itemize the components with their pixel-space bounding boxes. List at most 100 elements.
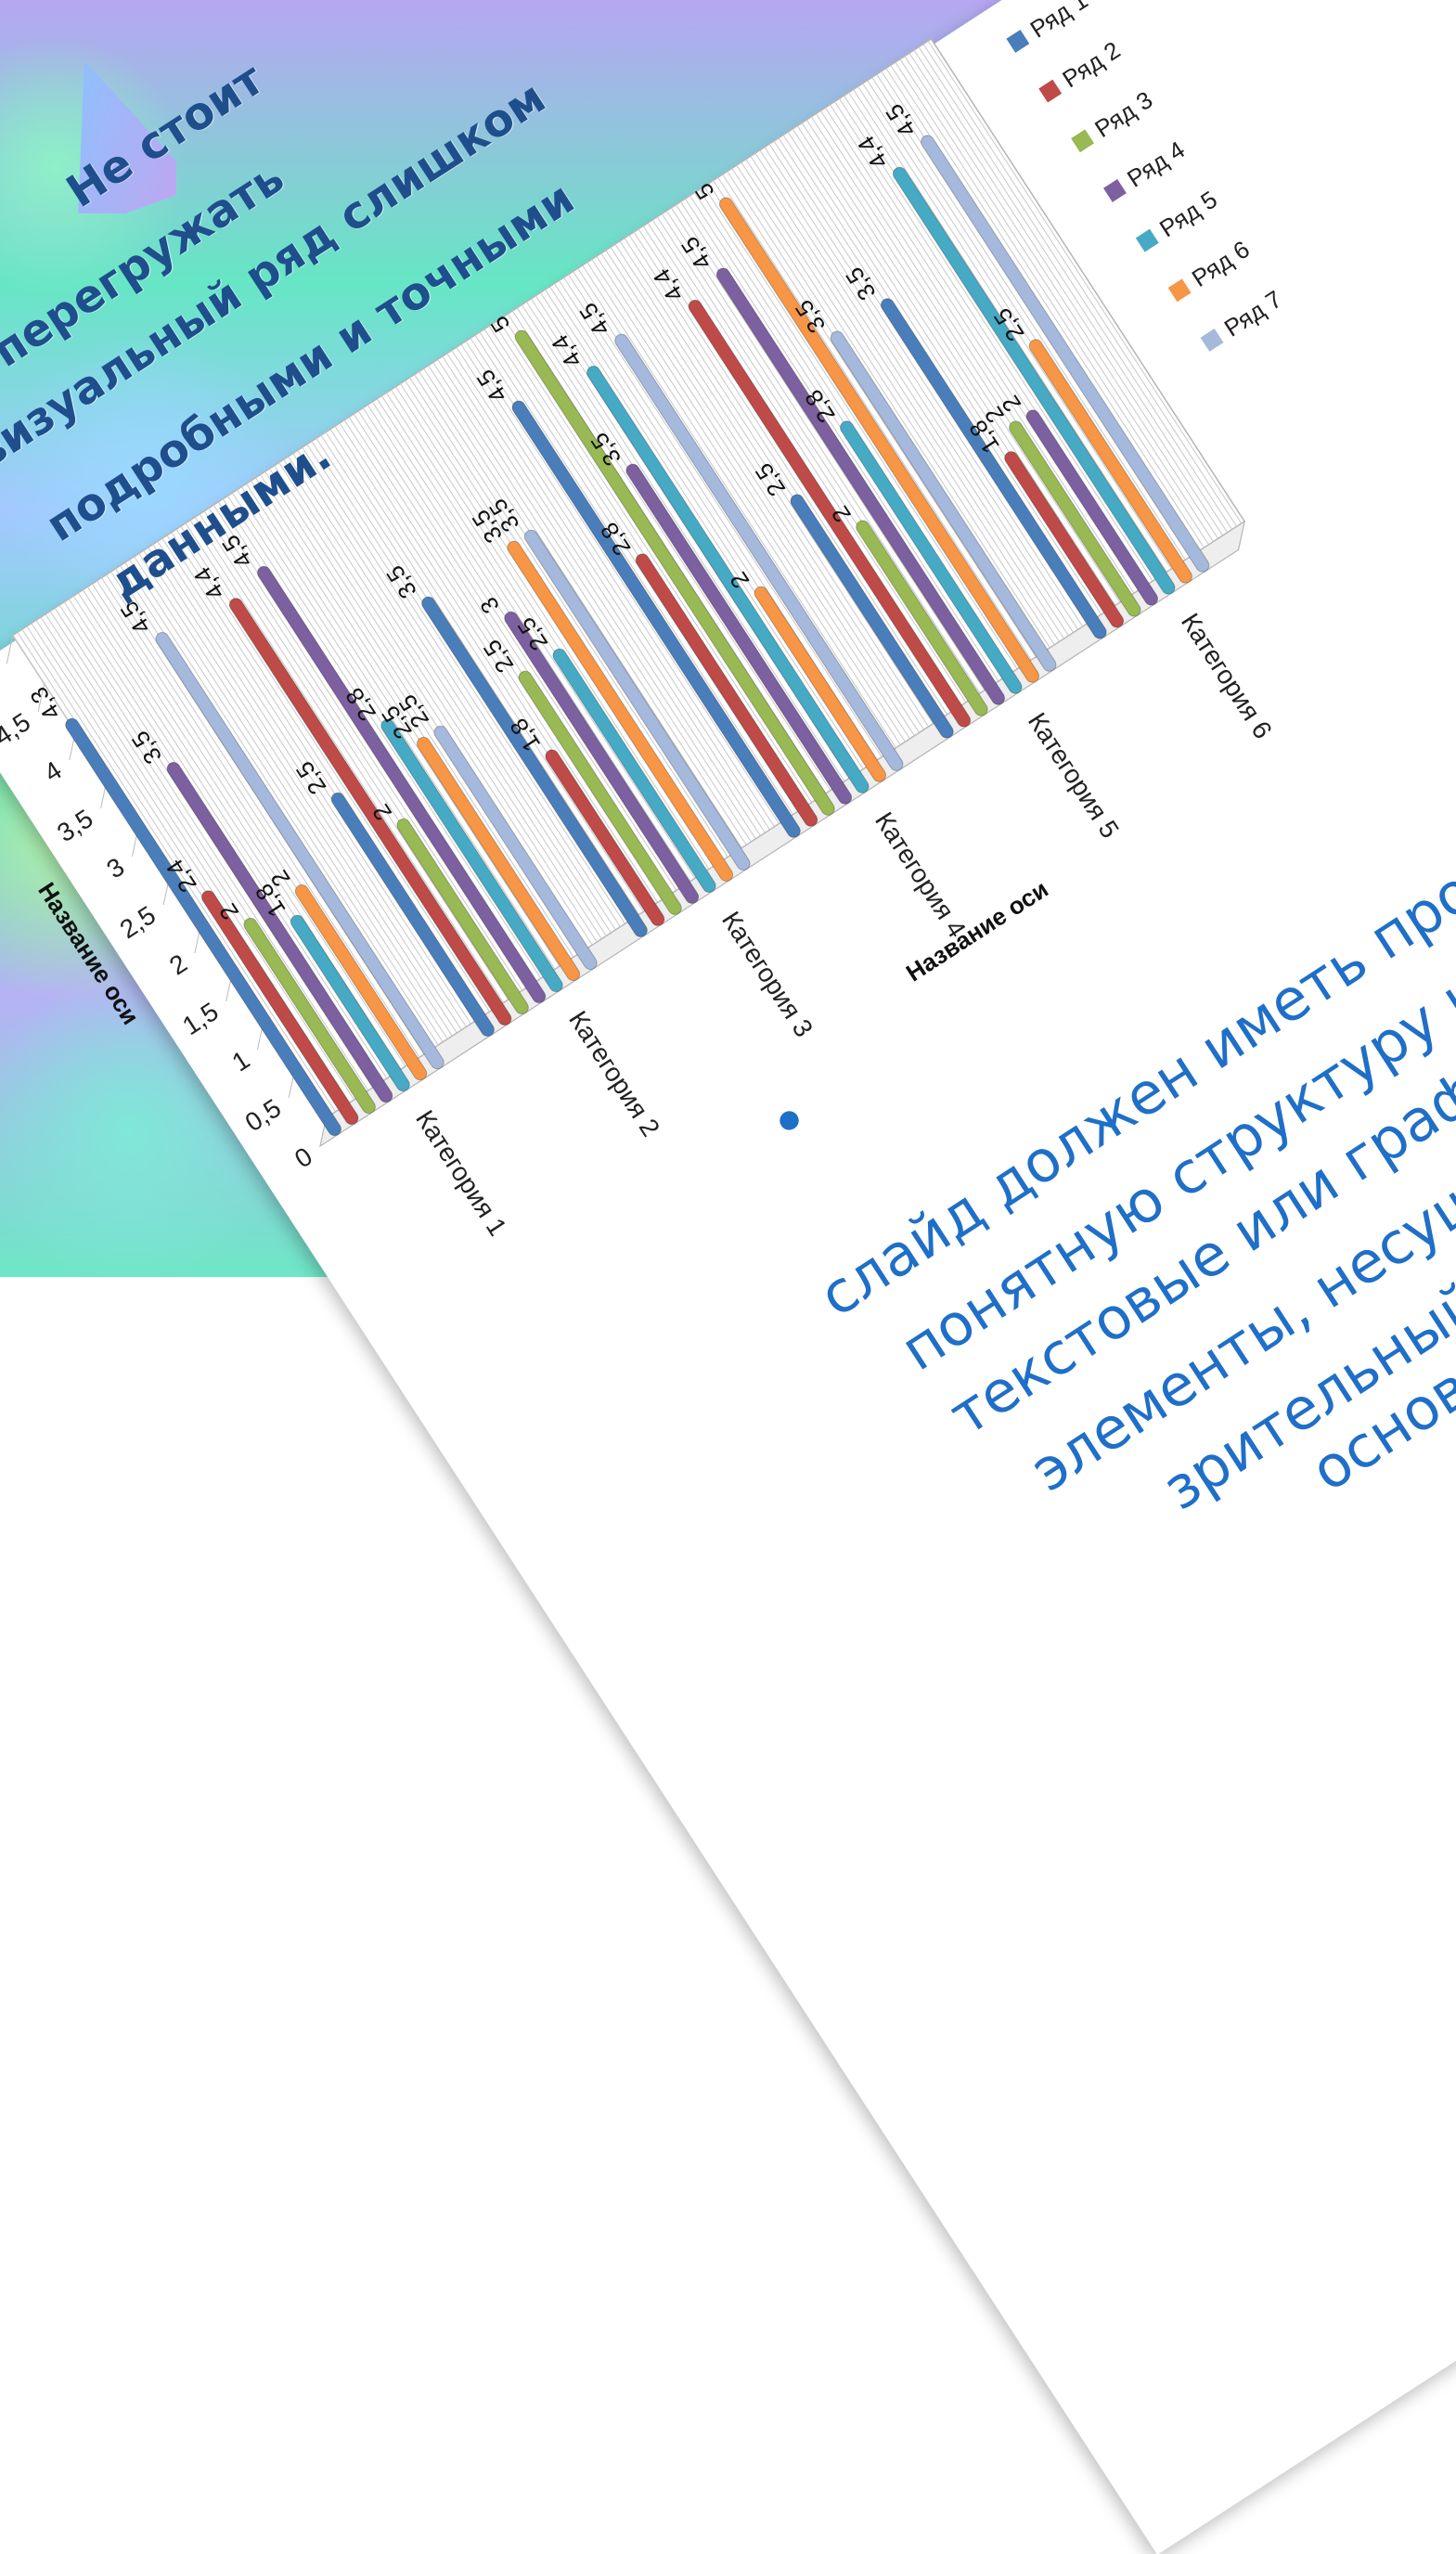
grid-hatch-line — [596, 255, 910, 740]
grid-hatch-line — [189, 520, 505, 1003]
grid-hatch-line — [152, 544, 467, 1027]
legend-swatch — [1167, 278, 1192, 303]
bar-2-5 — [380, 718, 563, 993]
grid-hatch-line — [278, 462, 593, 946]
grid-hatch-line — [91, 583, 406, 1067]
grid-hatch-line — [432, 362, 747, 845]
bar-6-1 — [880, 298, 1107, 639]
bar-6-5 — [892, 166, 1176, 595]
grid-hatch-line — [138, 553, 453, 1037]
y-grid-tick — [6, 635, 14, 664]
x-category-label: Категория 1 — [410, 1105, 512, 1241]
grid-hatch-line — [684, 198, 999, 682]
bar-2-1 — [330, 792, 495, 1037]
x-category-label: Категория 3 — [716, 907, 818, 1042]
legend-label: Ряд 4 — [1122, 135, 1190, 193]
legend-label: Ряд 7 — [1219, 285, 1287, 342]
bar-6-3 — [1009, 420, 1141, 617]
grid-hatch-line — [329, 429, 645, 912]
grid-hatch-line — [651, 219, 967, 703]
grid-hatch-line — [895, 61, 1209, 546]
grid-hatch-line — [157, 541, 471, 1025]
grid-hatch-line — [745, 159, 1060, 642]
grid-hatch-line — [670, 207, 986, 691]
grid-hatch-line — [530, 298, 845, 782]
grid-hatch-line — [568, 274, 883, 757]
grid-hatch-line — [129, 559, 444, 1043]
bar-2-2 — [228, 598, 512, 1026]
grid-hatch-line — [890, 64, 1205, 548]
y-tick-label: 3,5 — [52, 804, 98, 847]
y-tick-label: 1,5 — [177, 997, 224, 1040]
grid-hatch-line — [283, 458, 598, 943]
bar-6-7 — [921, 135, 1210, 573]
bar-4-4 — [625, 463, 853, 805]
grid-hatch-line — [143, 549, 457, 1034]
grid-hatch-line — [72, 595, 388, 1079]
grid-hatch-line — [106, 574, 420, 1058]
grid-hatch-line — [805, 119, 1121, 603]
grid-hatch-line — [605, 250, 920, 733]
grid-hatch-line — [741, 161, 1055, 646]
bar-5-2 — [688, 299, 972, 728]
grid-hatch-line — [148, 547, 462, 1031]
grid-hatch-line — [516, 307, 831, 791]
grid-hatch-line — [736, 164, 1050, 649]
triangle-decoration — [77, 60, 176, 213]
grid-hatch-line — [54, 607, 369, 1091]
grid-hatch-line — [297, 449, 612, 934]
bar-4-2 — [635, 553, 818, 827]
legend-label: Ряд 1 — [1025, 0, 1093, 44]
bar-1-1 — [65, 717, 341, 1137]
grid-hatch-line — [394, 386, 710, 870]
grid-hatch-line — [610, 247, 924, 730]
bar-5-4 — [715, 267, 1006, 705]
x-category-label: Категория 4 — [870, 806, 972, 942]
grid-hatch-line — [549, 286, 864, 770]
grid-hatch-line — [722, 174, 1037, 658]
legend-swatch — [1102, 179, 1127, 202]
grid-hatch-line — [787, 131, 1102, 615]
grid-hatch-line — [446, 353, 761, 836]
bar-2-7 — [433, 725, 598, 971]
legend-label: Ряд 6 — [1187, 235, 1255, 292]
x-category-label: Категория 5 — [1023, 707, 1125, 843]
y-tick-label: 0,5 — [240, 1093, 287, 1137]
grid-hatch-line — [306, 444, 621, 927]
y-tick-label: 5 — [0, 659, 4, 690]
grid-hatch-line — [904, 56, 1219, 539]
bar-5-1 — [790, 494, 954, 739]
bar-1-3 — [243, 917, 376, 1115]
bar-4-1 — [511, 400, 801, 838]
bar-3-4 — [504, 611, 700, 904]
legend-label: Ряд 2 — [1057, 35, 1125, 93]
bar-3-3 — [518, 670, 682, 915]
bar-6-2 — [1004, 451, 1125, 628]
y-tick-label: 2 — [164, 948, 192, 980]
grid-hatch-line — [428, 365, 742, 849]
bar-3-1 — [421, 596, 648, 937]
grid-hatch-line — [759, 149, 1075, 633]
grid-hatch-line — [586, 262, 901, 745]
grid-hatch-line — [857, 85, 1172, 570]
grid-hatch-line — [899, 58, 1214, 542]
grid-hatch-line — [908, 52, 1224, 536]
bar-5-7 — [830, 330, 1057, 672]
grid-hatch-line — [591, 259, 906, 742]
bar-3-6 — [507, 540, 734, 882]
grid-hatch-line — [21, 628, 336, 1113]
grid-hatch-line — [380, 395, 696, 879]
grid-hatch-line — [839, 97, 1153, 582]
grid-hatch-line — [362, 407, 677, 891]
grid-hatch-line — [703, 186, 1018, 670]
grid-hatch-line — [479, 331, 794, 816]
grid-hatch-line — [819, 110, 1135, 594]
grid-hatch-line — [922, 44, 1238, 527]
grid-hatch-line — [465, 341, 780, 824]
legend-swatch — [1071, 129, 1095, 153]
legend-swatch — [1006, 29, 1030, 53]
bar-3-5 — [552, 648, 716, 893]
bar-5-3 — [856, 520, 988, 716]
grid-hatch-line — [437, 358, 752, 843]
